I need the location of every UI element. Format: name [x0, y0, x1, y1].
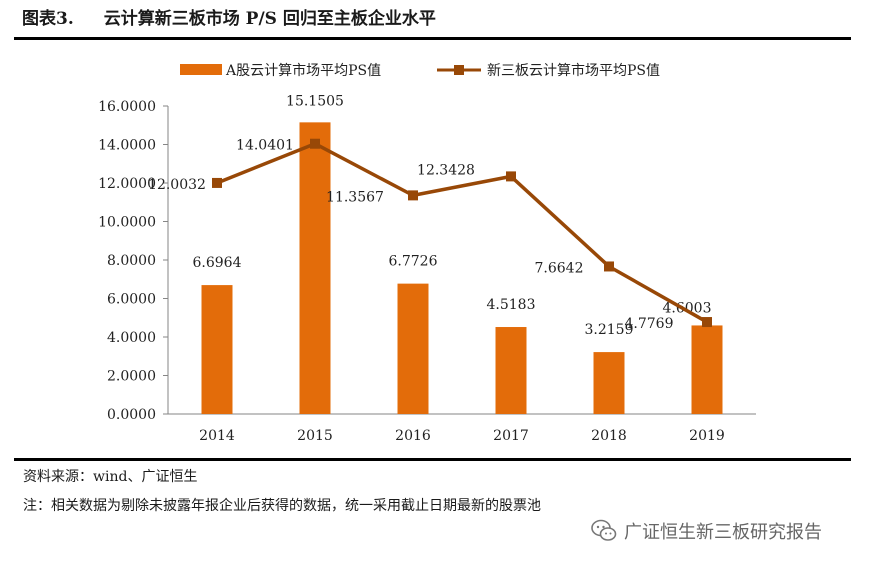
x-tick-label: 2016	[395, 428, 431, 444]
line-data-label: 11.3567	[326, 189, 384, 205]
line-point	[604, 261, 614, 272]
bar	[397, 283, 429, 414]
line-point	[408, 190, 418, 201]
bar	[495, 327, 527, 414]
bar-data-label: 3.2159	[585, 322, 634, 338]
line-data-label: 12.0032	[148, 177, 206, 193]
y-tick-label: 8.0000	[107, 253, 156, 269]
legend-bar-swatch	[180, 64, 222, 75]
line-point	[506, 171, 516, 182]
bottom-rule	[14, 458, 851, 461]
bar	[201, 285, 233, 414]
y-tick-label: 0.0000	[107, 407, 156, 423]
chart: A股云计算市场平均PS值 新三板云计算市场平均PS值 0.0000 2.0000 4.0…	[98, 62, 756, 444]
figure-number: 图表3.	[22, 9, 74, 29]
top-rule	[14, 37, 851, 40]
footnote: 注：相关数据为剔除未披露年报企业后获得的数据，统一采用截止日期最新的股票池	[23, 498, 541, 514]
x-tick-label: 2015	[297, 428, 333, 444]
x-tick-label: 2017	[493, 428, 529, 444]
bar-data-label: 4.5183	[487, 297, 536, 313]
line-data-label: 12.3428	[417, 162, 475, 178]
bar-data-label: 15.1505	[286, 93, 344, 109]
watermark-text: 广证恒生新三板研究报告	[624, 522, 822, 543]
y-tick-label: 10.0000	[98, 215, 156, 231]
legend-bar-label: A股云计算市场平均PS值	[225, 62, 381, 79]
wechat-icon	[591, 519, 617, 541]
x-tick-label: 2018	[591, 428, 627, 444]
x-tick-label: 2014	[199, 428, 235, 444]
line-data-label: 7.6642	[535, 260, 584, 276]
x-tick-label: 2019	[689, 428, 725, 444]
line-point	[310, 138, 320, 149]
legend-line-marker	[454, 65, 464, 75]
y-tick-label: 16.0000	[98, 99, 156, 115]
line-point	[212, 177, 222, 188]
y-tick-label: 4.0000	[107, 330, 156, 346]
line-data-label: 14.0401	[236, 138, 294, 154]
y-tick-label: 12.0000	[98, 176, 156, 192]
source-note: 资料来源：wind、广证恒生	[23, 469, 198, 485]
bar	[299, 122, 331, 414]
bar	[593, 352, 625, 414]
bar-data-label: 6.7726	[389, 254, 438, 270]
y-tick-label: 14.0000	[98, 138, 156, 154]
line-point	[702, 317, 712, 328]
watermark: 广证恒生新三板研究报告	[590, 516, 822, 546]
bar	[691, 325, 723, 414]
y-tick-label: 6.0000	[107, 292, 156, 308]
bar-data-label: 6.6964	[193, 255, 242, 271]
figure-title: 图表3. 云计算新三板市场 P/S 回归至主板企业水平	[22, 4, 436, 34]
line-series	[216, 141, 708, 324]
legend-line-label: 新三板云计算市场平均PS值	[487, 62, 660, 79]
figure-title-text: 云计算新三板市场 P/S 回归至主板企业水平	[103, 9, 436, 29]
line-data-label: 4.7769	[625, 316, 674, 332]
y-tick-label: 2.0000	[107, 369, 156, 385]
